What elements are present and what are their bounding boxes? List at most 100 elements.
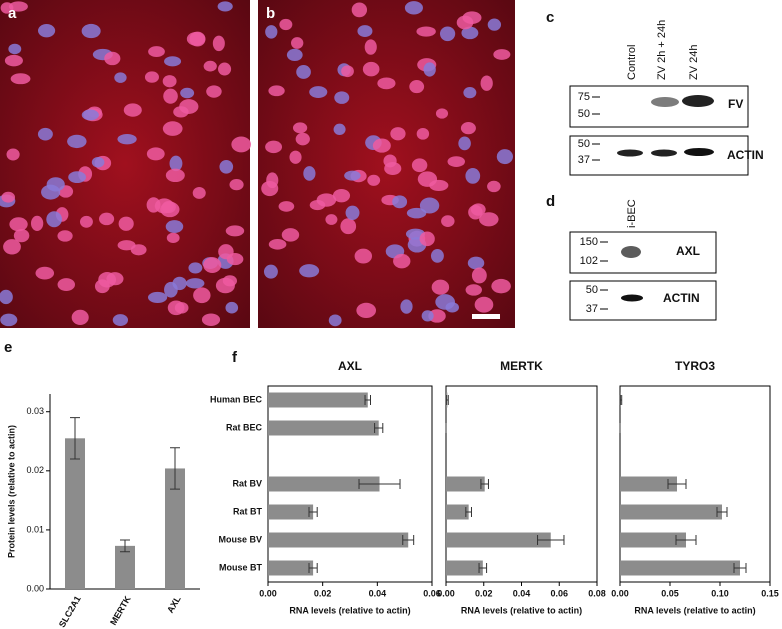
cell-nucleus — [10, 73, 31, 85]
y-tick-label: 0.02 — [26, 465, 44, 475]
cell-nucleus — [167, 300, 185, 316]
marker-label: 150 — [580, 236, 598, 248]
cell-nucleus — [0, 289, 13, 305]
lane-label: ZV 24h — [688, 45, 700, 80]
cell-nucleus — [299, 264, 320, 278]
x-axis-label: RNA levels (relative to actin) — [634, 605, 755, 615]
bar — [115, 545, 135, 589]
cell-nucleus — [295, 132, 310, 146]
blot-frame — [569, 231, 717, 274]
cell-nucleus — [57, 278, 75, 292]
y-tick-label: Mouse BV — [218, 534, 262, 544]
cell-nucleus — [309, 200, 326, 211]
cell-nucleus — [377, 77, 396, 90]
error-bar — [480, 479, 489, 489]
cell-nucleus — [117, 240, 136, 251]
cell-nucleus — [71, 309, 89, 326]
cell-nucleus — [219, 159, 234, 174]
cell-nucleus — [165, 168, 185, 183]
error-bar — [465, 507, 472, 517]
y-tick-label: Rat BT — [233, 506, 263, 516]
panel-label: b — [266, 5, 275, 22]
cell-nucleus — [286, 48, 303, 62]
marker-label: 50 — [586, 284, 598, 296]
cell-nucleus — [166, 232, 180, 243]
x-tick-label: 0.02 — [475, 588, 493, 598]
lane-label: i-BEC — [626, 199, 638, 228]
cell-nucleus — [404, 1, 423, 15]
cell-nucleus — [1, 191, 16, 203]
bar — [268, 476, 380, 492]
cell-nucleus — [296, 65, 311, 79]
cell-nucleus — [6, 148, 20, 161]
cell-nucleus — [487, 18, 502, 31]
blot-target: ACTIN — [663, 291, 700, 305]
cell-nucleus — [180, 87, 195, 99]
lane-label: ZV 2h + 24h — [656, 20, 668, 80]
cell-nucleus — [203, 60, 217, 72]
bar — [620, 532, 686, 548]
cell-nucleus — [411, 158, 428, 173]
cell-nucleus — [164, 56, 182, 67]
cell-nucleus — [333, 123, 346, 136]
cell-nucleus — [491, 278, 511, 294]
micrograph-b — [258, 0, 515, 328]
cell-nucleus — [146, 197, 161, 213]
cell-nucleus — [57, 230, 73, 242]
error-bar — [667, 479, 687, 489]
cell-nucleus — [479, 212, 499, 227]
bar — [268, 392, 368, 408]
blot-target: FV — [728, 97, 743, 111]
cell-nucleus — [384, 162, 402, 176]
blot-frame — [569, 280, 717, 321]
cell-nucleus — [212, 35, 225, 52]
cell-nucleus — [9, 217, 28, 232]
cell-nucleus — [332, 188, 351, 203]
cell-nucleus — [41, 184, 61, 200]
cell-nucleus — [325, 214, 338, 225]
x-tick-label: 0.04 — [513, 588, 531, 598]
cell-nucleus — [265, 25, 278, 39]
cell-nucleus — [409, 80, 425, 94]
error-bar — [716, 507, 728, 517]
blot-band — [651, 97, 679, 107]
cell-nucleus — [465, 168, 481, 184]
x-tick-label: 0.10 — [711, 588, 729, 598]
cell-nucleus — [431, 279, 450, 295]
cell-nucleus — [68, 171, 87, 184]
blot-band — [617, 149, 643, 157]
cell-nucleus — [188, 262, 203, 274]
cell-nucleus — [460, 122, 476, 135]
cell-nucleus — [123, 103, 142, 117]
y-tick-label: Mouse BT — [219, 562, 263, 572]
cell-nucleus — [203, 257, 222, 273]
cell-nucleus — [462, 11, 482, 25]
cell-nucleus — [487, 180, 501, 193]
cell-nucleus — [117, 134, 137, 145]
cell-nucleus — [406, 207, 427, 219]
bar — [268, 420, 379, 436]
cell-nucleus — [98, 212, 115, 226]
x-tick-label: 0.04 — [369, 588, 387, 598]
cell-nucleus — [8, 1, 28, 12]
cell-nucleus — [417, 171, 438, 187]
blot-band — [684, 148, 714, 156]
cell-nucleus — [493, 49, 511, 60]
y-tick-label: 0.03 — [26, 406, 44, 416]
cell-nucleus — [225, 225, 245, 237]
error-bar — [402, 535, 415, 545]
cell-nucleus — [79, 215, 93, 228]
cell-nucleus — [292, 122, 308, 134]
cell-nucleus — [351, 2, 368, 18]
bar — [620, 560, 740, 576]
cell-nucleus — [229, 178, 244, 191]
cell-nucleus — [309, 86, 328, 98]
cell-nucleus — [218, 62, 232, 76]
cell-nucleus — [0, 313, 18, 327]
cell-nucleus — [341, 65, 354, 78]
cell-nucleus — [419, 231, 435, 247]
cell-nucleus — [81, 109, 99, 121]
x-tick-label: AXL — [165, 594, 183, 615]
chart-title: MERTK — [500, 359, 543, 373]
panel-label: d — [546, 193, 555, 210]
